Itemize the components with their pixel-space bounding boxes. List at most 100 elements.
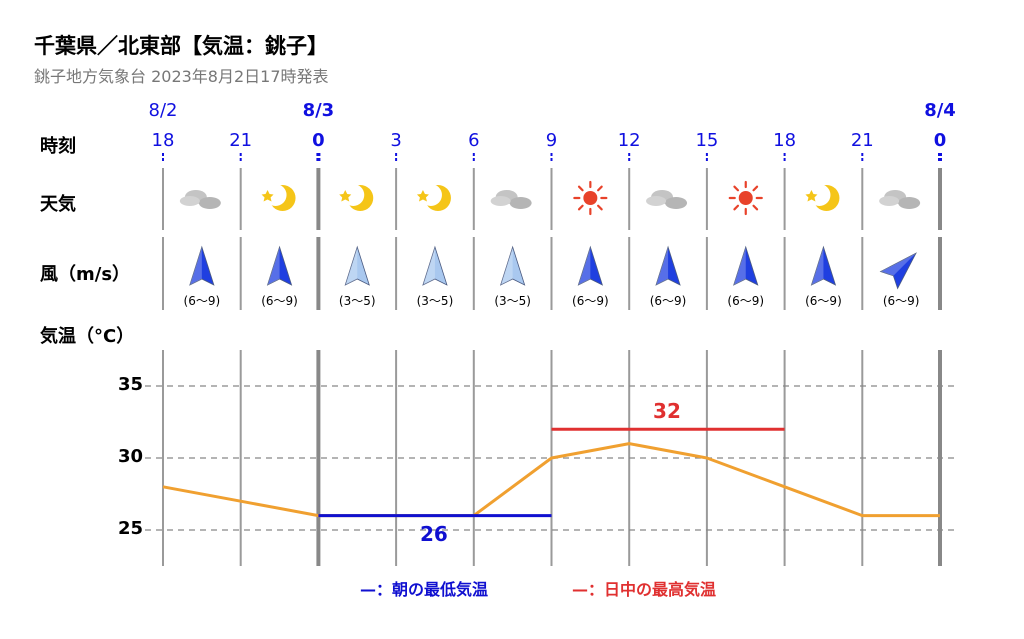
wind-arrow-icon — [189, 245, 215, 286]
wind-speed-label: (3〜5) — [338, 294, 376, 308]
wind-arrow-shape — [810, 245, 837, 286]
wind-speed-label: (6〜9) — [882, 294, 920, 308]
sun-ray — [733, 185, 740, 192]
date-label: 8/3 — [302, 100, 335, 121]
wind-arrow-shade — [422, 247, 435, 285]
wind-arrow-icon — [655, 245, 681, 286]
cloud-part — [198, 197, 221, 209]
wind-arrow-icon — [344, 245, 370, 286]
cloud-part — [898, 197, 921, 209]
wind-speed-label: (6〜9) — [261, 294, 298, 308]
wind-arrow-shade — [811, 247, 824, 285]
sun-ray — [752, 185, 759, 192]
moon-icon — [805, 184, 840, 211]
date-label: 8/4 — [924, 100, 956, 121]
wind-speed-label: (6〜9) — [183, 294, 221, 308]
y-tick-label: 35 — [117, 374, 143, 395]
legend-max: —：日中の最高気温 — [572, 576, 716, 600]
sun-icon — [573, 180, 608, 216]
cloud-icon — [179, 190, 221, 209]
y-tick-label: 30 — [117, 446, 143, 467]
wind-arrow-shade — [656, 247, 669, 285]
temp-row-label: 気温（°C） — [40, 326, 135, 347]
hour-label: 3 — [390, 130, 402, 151]
wind-speed-label: (6〜9) — [572, 294, 609, 308]
hour-label: 6 — [468, 130, 480, 151]
sun-icon — [728, 180, 763, 216]
wind-arrow-icon — [810, 245, 837, 286]
star-part — [261, 190, 274, 202]
hour-label: 21 — [850, 130, 874, 151]
cloud-part — [509, 197, 532, 209]
wind-arrow-shape — [655, 245, 681, 286]
cloud-icon — [490, 190, 532, 209]
moon-icon — [416, 184, 451, 211]
wind-arrow-shade — [267, 247, 280, 285]
cloud-part — [646, 196, 667, 206]
hour-label: 0 — [933, 130, 947, 151]
wind-row-label: 風（m/s） — [40, 264, 131, 285]
wind-speed-label: (6〜9) — [649, 294, 687, 308]
sun-ray — [733, 204, 740, 211]
cloud-part — [665, 197, 688, 209]
wind-speed-label: (6〜9) — [805, 294, 842, 308]
sun-ray — [597, 185, 603, 192]
legend-max-label: —：日中の最高気温 — [572, 580, 717, 599]
hour-label: 18 — [773, 130, 797, 151]
hour-label: 15 — [695, 130, 719, 151]
hour-label: 21 — [229, 130, 253, 151]
cloud-icon — [646, 190, 688, 209]
moon-icon — [261, 184, 296, 211]
wind-arrow-shade — [733, 247, 746, 285]
wind-speed-label: (6〜9) — [727, 294, 765, 308]
star-part — [805, 190, 818, 202]
wind-arrow-shape — [266, 245, 293, 286]
sun-ray — [577, 204, 584, 211]
star-part — [339, 190, 352, 202]
wind-speed-label: (3〜5) — [494, 294, 531, 308]
wind-speed-label: (3〜5) — [416, 294, 454, 308]
wind-arrow-shape — [499, 245, 526, 286]
cloud-part — [879, 196, 900, 206]
hour-label: 12 — [617, 130, 641, 151]
moon-icon — [339, 184, 374, 211]
sun-ray — [752, 204, 759, 211]
max-temp-label: 32 — [653, 399, 681, 424]
wind-arrow-shade — [189, 247, 202, 285]
cloud-part — [179, 196, 200, 206]
sun-part — [738, 191, 753, 205]
page-subtitle: 銚子地方気象台 2023年8月2日17時発表 — [34, 67, 329, 86]
hour-label: 0 — [312, 130, 325, 151]
wind-arrow-shape — [577, 245, 604, 286]
legend-min: —：朝の最低気温 — [360, 576, 488, 600]
legend-min-label: —：朝の最低気温 — [360, 580, 489, 599]
wind-arrow-icon — [733, 245, 759, 286]
wind-arrow-icon — [422, 245, 448, 286]
wind-arrow-shape — [733, 245, 759, 286]
hour-label: 18 — [151, 130, 175, 151]
date-label: 8/2 — [148, 100, 178, 121]
wind-arrow-shade — [880, 253, 916, 276]
star-part — [416, 190, 429, 202]
wind-arrow-shape — [344, 245, 370, 286]
page-title: 千葉県／北東部【気温：銚子】 — [34, 34, 328, 58]
weather-row-label: 天気 — [40, 194, 76, 215]
wind-arrow-icon — [577, 245, 604, 286]
wind-arrow-shape — [879, 252, 917, 290]
time-row-label: 時刻 — [40, 136, 76, 157]
min-temp-label: 26 — [419, 521, 448, 546]
sun-ray — [577, 185, 584, 192]
wind-arrow-shape — [189, 245, 215, 286]
wind-arrow-shape — [422, 245, 448, 286]
wind-arrow-shade — [578, 247, 591, 285]
wind-arrow-icon — [266, 245, 293, 286]
wind-arrow-icon — [879, 252, 917, 290]
hour-label: 9 — [545, 130, 558, 151]
sun-part — [583, 191, 598, 205]
sun-ray — [597, 204, 603, 211]
y-tick-label: 25 — [117, 518, 143, 539]
cloud-icon — [879, 190, 921, 209]
wind-arrow-shade — [500, 247, 513, 285]
wind-arrow-icon — [499, 245, 526, 286]
